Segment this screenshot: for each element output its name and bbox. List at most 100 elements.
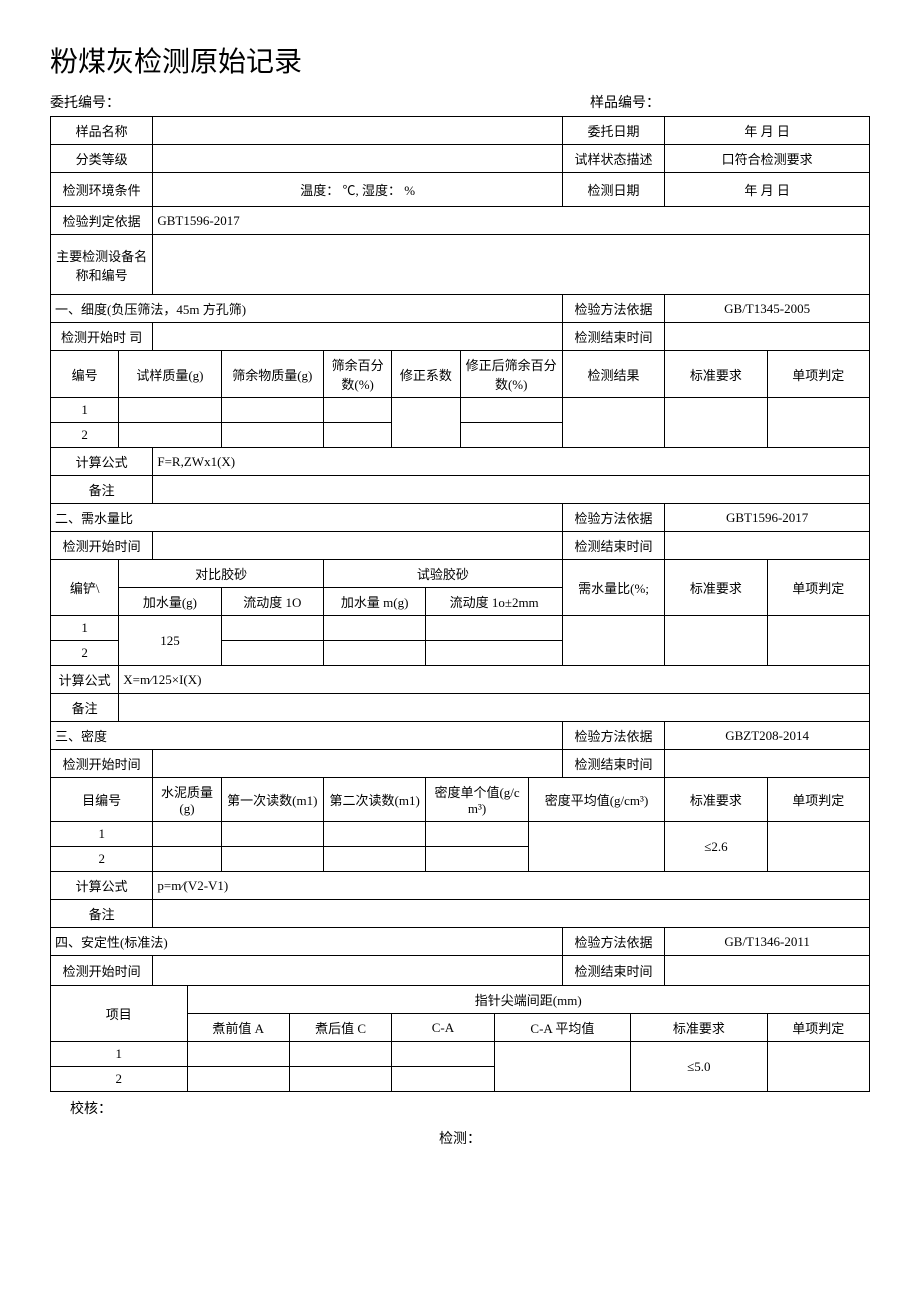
table-cell [119, 398, 221, 423]
s4-std-value: ≤5.0 [631, 1042, 768, 1092]
s1-col-no: 编号 [51, 351, 119, 398]
page-title: 粉煤灰检测原始记录 [50, 40, 870, 80]
s1-start-label: 检测开始时 司 [51, 323, 153, 351]
table-cell [562, 398, 664, 448]
table-cell [767, 822, 869, 872]
s1-row2-no: 2 [51, 423, 119, 448]
footer: 校核： 检测： [50, 1098, 870, 1148]
s3-col-single: 密度单个值(g/cm³) [426, 778, 528, 822]
s2-method-label: 检验方法依据 [562, 504, 664, 532]
s1-remark-value [153, 476, 870, 504]
commission-no-label: 委托编号： [50, 92, 330, 112]
s3-col-r1: 第一次读数(m1) [221, 778, 323, 822]
table-cell [665, 398, 767, 448]
s4-col-avg: C-A 平均值 [494, 1014, 631, 1042]
s3-col-r2: 第二次读数(m1) [324, 778, 426, 822]
footer-check: 校核： [50, 1098, 112, 1118]
s2-end-label: 检测结束时间 [562, 532, 664, 560]
s1-col-corr: 修正系数 [392, 351, 460, 398]
main-table: 样品名称 委托日期 年 月 日 分类等级 试样状态描述 口符合检测要求 检测环境… [50, 116, 870, 1092]
class-level-label: 分类等级 [51, 145, 153, 173]
s2-remark-value [119, 694, 870, 722]
s2-start-label: 检测开始时间 [51, 532, 153, 560]
table-cell [426, 616, 563, 641]
table-cell [324, 423, 392, 448]
s2-start-value [153, 532, 563, 560]
s3-method-label: 检验方法依据 [562, 722, 664, 750]
s2-col-ratio: 需水量比(%; [562, 560, 664, 616]
env-label: 检测环境条件 [51, 173, 153, 207]
table-cell [426, 641, 563, 666]
s3-std-value: ≤2.6 [665, 822, 767, 872]
s2-water-val: 125 [119, 616, 221, 666]
s1-col-mass: 试样质量(g) [119, 351, 221, 398]
table-cell [221, 616, 323, 641]
table-cell [187, 1042, 289, 1067]
s4-item-label: 项目 [51, 986, 188, 1042]
s3-title: 三、密度 [51, 722, 563, 750]
table-cell [767, 616, 869, 666]
s4-row1-no: 1 [51, 1042, 188, 1067]
s3-remark-label: 备注 [51, 900, 153, 928]
s4-start-label: 检测开始时间 [51, 956, 153, 986]
table-cell [665, 616, 767, 666]
table-cell [392, 1067, 494, 1092]
table-cell [426, 847, 528, 872]
table-cell [119, 423, 221, 448]
s3-col-judge: 单项判定 [767, 778, 869, 822]
s4-method-label: 检验方法依据 [562, 928, 664, 956]
s1-title: 一、细度(负压筛法，45m 方孔筛) [51, 295, 563, 323]
s2-col-water2: 加水量 m(g) [324, 588, 426, 616]
s1-col-corr-pct: 修正后筛余百分数(%) [460, 351, 562, 398]
table-cell [153, 822, 221, 847]
s1-end-label: 检测结束时间 [562, 323, 664, 351]
equip-label: 主要检测设备名称和编号 [51, 235, 153, 295]
s1-formula-value: F=R,ZWx1(X) [153, 448, 870, 476]
table-cell [324, 398, 392, 423]
test-date-label: 检测日期 [562, 173, 664, 207]
s3-start-label: 检测开始时间 [51, 750, 153, 778]
s3-col-std: 标准要求 [665, 778, 767, 822]
sample-name-value [153, 117, 563, 145]
test-date-value: 年 月 日 [665, 173, 870, 207]
table-cell [767, 398, 869, 448]
s4-col-c: 煮后值 C [289, 1014, 391, 1042]
s2-method-value: GBT1596-2017 [665, 504, 870, 532]
s4-pointer-label: 指针尖端间距(mm) [187, 986, 870, 1014]
s1-end-value [665, 323, 870, 351]
equip-value [153, 235, 870, 295]
s1-col-std: 标准要求 [665, 351, 767, 398]
table-cell [528, 822, 665, 872]
s1-row1-no: 1 [51, 398, 119, 423]
s4-col-std: 标准要求 [631, 1014, 768, 1042]
s2-end-value [665, 532, 870, 560]
s3-row2-no: 2 [51, 847, 153, 872]
table-cell [221, 398, 323, 423]
s2-remark-label: 备注 [51, 694, 119, 722]
s2-col-judge: 单项判定 [767, 560, 869, 616]
s2-col-flow1: 流动度 1O [221, 588, 323, 616]
s1-method-value: GB/T1345-2005 [665, 295, 870, 323]
s2-formula-value: X=m⁄125×I(X) [119, 666, 870, 694]
table-cell [324, 616, 426, 641]
s4-end-value [665, 956, 870, 986]
s3-row1-no: 1 [51, 822, 153, 847]
table-cell [460, 423, 562, 448]
sample-name-label: 样品名称 [51, 117, 153, 145]
s3-formula-label: 计算公式 [51, 872, 153, 900]
header-line: 委托编号： 样品编号： [50, 92, 870, 112]
s4-title: 四、安定性(标准法) [51, 928, 563, 956]
sample-state-label: 试样状态描述 [562, 145, 664, 173]
s1-start-value [153, 323, 563, 351]
s2-test-label: 试验胶砂 [324, 560, 563, 588]
s1-col-residue-mass: 筛余物质量(g) [221, 351, 323, 398]
s3-col-avg: 密度平均值(g/cm³) [528, 778, 665, 822]
s1-remark-label: 备注 [51, 476, 153, 504]
table-cell [324, 641, 426, 666]
table-cell [289, 1067, 391, 1092]
s2-row2-no: 2 [51, 641, 119, 666]
sample-state-value: 口符合检测要求 [665, 145, 870, 173]
s2-row1-no: 1 [51, 616, 119, 641]
table-cell [221, 641, 323, 666]
env-value: 温度： ℃, 湿度： % [153, 173, 563, 207]
